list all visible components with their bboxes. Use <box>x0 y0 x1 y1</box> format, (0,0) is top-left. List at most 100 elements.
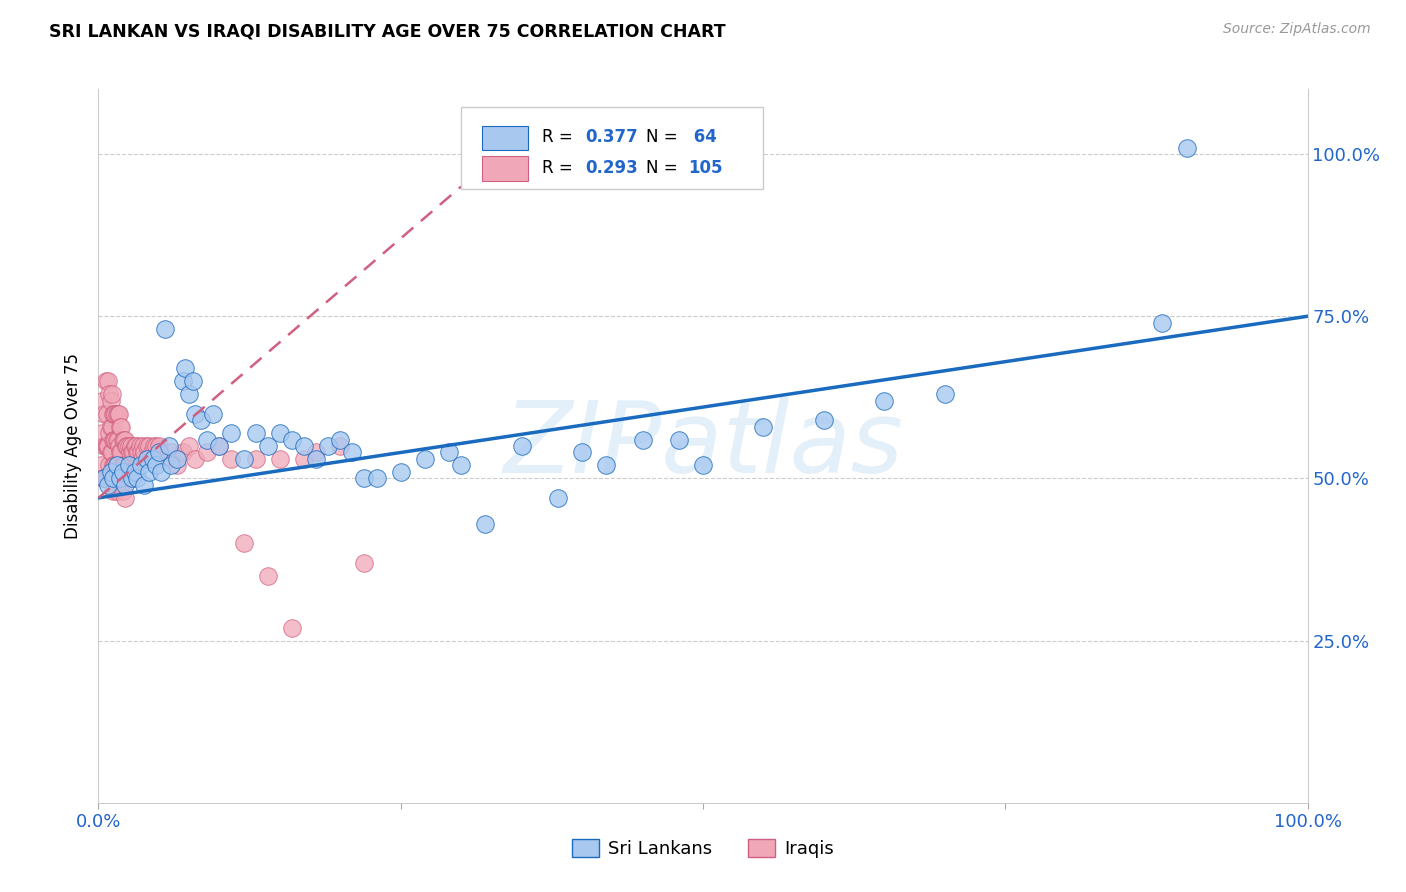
Y-axis label: Disability Age Over 75: Disability Age Over 75 <box>65 353 83 539</box>
Point <box>145 439 167 453</box>
Point <box>202 407 225 421</box>
Point <box>90 458 112 473</box>
Point <box>292 439 315 453</box>
Text: N =: N = <box>647 159 683 177</box>
Point <box>111 458 134 473</box>
Point <box>366 471 388 485</box>
Point <box>108 445 131 459</box>
Point <box>104 458 127 473</box>
Point <box>108 471 131 485</box>
Point <box>292 452 315 467</box>
Point <box>160 458 183 473</box>
Point <box>148 439 170 453</box>
Point <box>108 439 131 453</box>
Point <box>110 478 132 492</box>
Point <box>692 458 714 473</box>
Point <box>118 445 141 459</box>
Point <box>93 471 115 485</box>
Point <box>474 516 496 531</box>
Point <box>450 458 472 473</box>
Point <box>342 445 364 459</box>
Point <box>195 445 218 459</box>
Point <box>329 433 352 447</box>
Point <box>752 419 775 434</box>
Point <box>101 471 124 485</box>
Point <box>118 471 141 485</box>
Point <box>437 445 460 459</box>
Text: 64: 64 <box>689 128 717 146</box>
Point <box>135 439 157 453</box>
Point <box>100 445 122 459</box>
Text: 0.293: 0.293 <box>586 159 638 177</box>
Point <box>305 445 328 459</box>
Point <box>353 471 375 485</box>
Point <box>157 439 180 453</box>
Point <box>117 439 139 453</box>
Point <box>97 478 120 492</box>
Point <box>873 393 896 408</box>
Point <box>143 439 166 453</box>
Point <box>142 452 165 467</box>
Point <box>132 439 155 453</box>
Point <box>103 458 125 473</box>
Point <box>91 393 114 408</box>
Point <box>97 374 120 388</box>
Text: R =: R = <box>543 128 578 146</box>
Point <box>93 439 115 453</box>
Point <box>221 452 243 467</box>
Point <box>128 439 150 453</box>
Point <box>245 452 267 467</box>
Point <box>93 407 115 421</box>
Point <box>135 452 157 467</box>
Point <box>281 621 304 635</box>
Text: Source: ZipAtlas.com: Source: ZipAtlas.com <box>1223 22 1371 37</box>
Point <box>105 458 128 473</box>
Point <box>100 419 122 434</box>
Text: N =: N = <box>647 128 683 146</box>
Point <box>91 471 114 485</box>
Point <box>121 471 143 485</box>
Point <box>184 452 207 467</box>
Point <box>129 445 152 459</box>
Point <box>208 439 231 453</box>
Point <box>98 458 121 473</box>
Point <box>100 419 122 434</box>
Point <box>160 445 183 459</box>
Point <box>91 425 114 440</box>
Point <box>121 445 143 459</box>
Point <box>108 407 131 421</box>
Point <box>114 491 136 505</box>
Point <box>98 425 121 440</box>
Bar <box>482 156 527 180</box>
Point <box>232 536 254 550</box>
Point <box>329 439 352 453</box>
Point <box>184 407 207 421</box>
Point <box>166 452 188 467</box>
Point <box>124 465 146 479</box>
Point <box>101 433 124 447</box>
Point <box>117 465 139 479</box>
Point <box>103 407 125 421</box>
Point <box>124 439 146 453</box>
Point <box>111 433 134 447</box>
Point <box>96 407 118 421</box>
Point <box>101 484 124 499</box>
Point <box>110 419 132 434</box>
Point <box>172 374 194 388</box>
Point <box>127 471 149 485</box>
Point <box>107 407 129 421</box>
Point <box>153 322 176 336</box>
Point <box>94 471 117 485</box>
Point <box>389 465 412 479</box>
Point <box>118 465 141 479</box>
Point <box>269 425 291 440</box>
Point <box>125 439 148 453</box>
Point <box>94 374 117 388</box>
Point <box>105 407 128 421</box>
Point <box>107 458 129 473</box>
Point <box>813 413 835 427</box>
Point <box>120 465 142 479</box>
Point <box>181 374 204 388</box>
Point <box>100 465 122 479</box>
Text: ZIPatlas: ZIPatlas <box>503 398 903 494</box>
